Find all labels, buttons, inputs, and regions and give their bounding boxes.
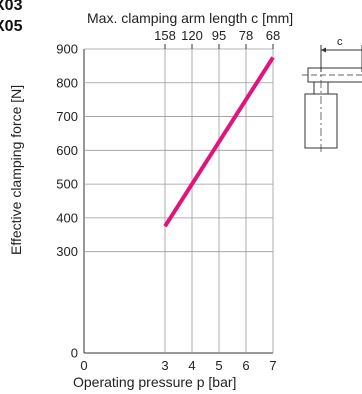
model-label: X05: [0, 18, 23, 35]
clamp-cylinder-diagram: [302, 45, 362, 152]
top-tick-label: 95: [212, 28, 226, 43]
dimension-label: c: [337, 36, 343, 48]
y-tick-label: 800: [56, 75, 78, 90]
model-label: X03: [0, 0, 23, 14]
y-tick-label: 500: [56, 177, 78, 192]
x-tick-label: 5: [215, 358, 222, 373]
series-line: [163, 56, 275, 228]
top-tick-labels: 158 120 95 78 68: [154, 28, 280, 43]
top-tick-label: 120: [181, 28, 203, 43]
x-tick-label: 0: [80, 358, 87, 373]
y-tick-label: 400: [56, 210, 78, 225]
x-tick-label: 6: [242, 358, 249, 373]
y-tick-label: 700: [56, 109, 78, 124]
y-tick-label: 0: [71, 346, 78, 361]
top-tick-label: 158: [154, 28, 176, 43]
y-axis-title: Effective clamping force [N]: [8, 85, 24, 255]
y-tick-label: 900: [56, 42, 78, 57]
top-axis-title: Max. clamping arm length c [mm]: [87, 10, 293, 26]
dimension-arrow-left: [321, 47, 326, 53]
x-axis-title: Operating pressure p [bar]: [73, 374, 236, 390]
x-tick-labels: 0 3 4 5 6 7: [80, 358, 276, 373]
x-tick-label: 7: [269, 358, 276, 373]
y-tick-labels: 0 300 400 500 600 700 800 900: [56, 42, 78, 361]
series: [163, 56, 275, 228]
x-tick-label: 3: [161, 358, 168, 373]
grid: [83, 44, 274, 354]
top-tick-label: 68: [266, 28, 280, 43]
top-tick-label: 78: [239, 28, 253, 43]
y-tick-label: 600: [56, 143, 78, 158]
x-tick-label: 4: [188, 358, 195, 373]
y-tick-label: 300: [56, 244, 78, 259]
